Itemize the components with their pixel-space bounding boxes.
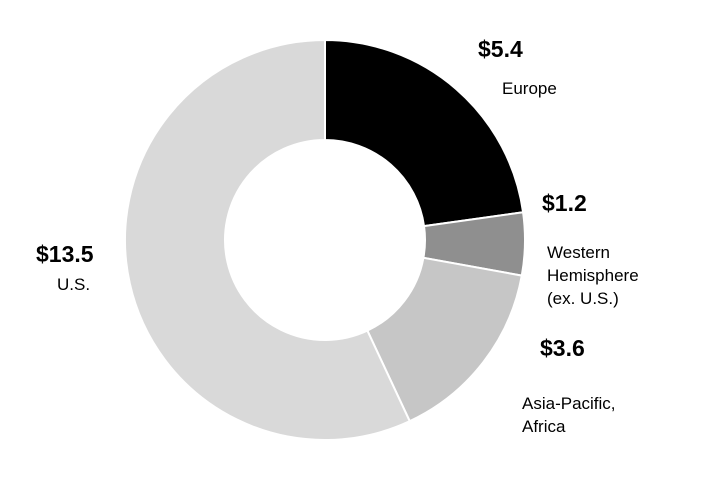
value-label: $5.4 [478, 36, 523, 62]
category-label: Asia-Pacific, Africa [522, 394, 616, 436]
category-label: U.S. [57, 275, 91, 294]
category-label: Western Hemisphere (ex. U.S.) [547, 243, 639, 308]
value-label: $3.6 [540, 335, 585, 361]
donut-segment [124, 38, 412, 441]
value-label: $13.5 [36, 241, 94, 267]
donut-segment [324, 38, 525, 228]
donut-segment [366, 256, 523, 423]
category-label: Europe [502, 79, 557, 98]
value-label: $1.2 [542, 190, 587, 216]
